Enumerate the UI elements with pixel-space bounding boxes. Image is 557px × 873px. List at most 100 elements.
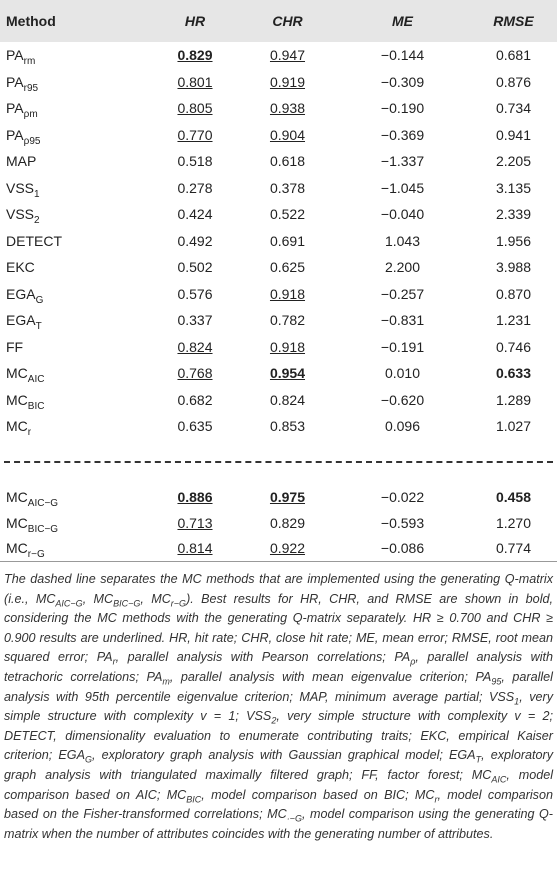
value-cell: −0.190 xyxy=(335,95,470,122)
table-row: EGAT 0.337 0.782 −0.831 1.231 xyxy=(0,307,557,334)
value-cell: 0.522 xyxy=(240,201,335,228)
cell-value: −0.086 xyxy=(380,540,425,557)
table-row: VSS2 0.424 0.522 −0.040 2.339 xyxy=(0,201,557,228)
value-cell: 0.947 xyxy=(240,42,335,69)
method-subscript: AIC−G xyxy=(27,497,59,509)
value-cell: −0.257 xyxy=(335,281,470,308)
cell-value: 0.625 xyxy=(269,259,306,276)
cell-value: 0.814 xyxy=(177,540,213,557)
cell-value: −0.831 xyxy=(380,312,425,329)
value-cell: −0.191 xyxy=(335,334,470,361)
column-header: ME xyxy=(392,13,413,29)
value-cell: 0.824 xyxy=(150,334,240,361)
method-name: EGA xyxy=(6,312,36,329)
table-row: MCAIC 0.768 0.954 0.010 0.633 xyxy=(0,360,557,387)
cell-value: 0.853 xyxy=(269,418,306,435)
column-header: HR xyxy=(184,13,206,29)
cell-value: 0.782 xyxy=(269,312,306,329)
value-cell: 2.200 xyxy=(335,254,470,281)
cell-value: 0.576 xyxy=(177,285,213,302)
value-cell: 1.270 xyxy=(470,510,557,536)
value-cell: 0.502 xyxy=(150,254,240,281)
cell-value: −0.022 xyxy=(380,488,425,505)
table-body: PArm 0.829 0.947 −0.144 0.681 PAr95 0.801 0.919… xyxy=(0,42,557,484)
method-name: PA xyxy=(6,100,24,117)
method-name: MC xyxy=(6,514,28,531)
value-cell: 0.918 xyxy=(240,334,335,361)
footnote-subscript: r−G xyxy=(170,598,187,609)
table-row: MCBIC 0.682 0.824 −0.620 1.289 xyxy=(0,387,557,414)
table-row: DETECT 0.492 0.691 1.043 1.956 xyxy=(0,228,557,255)
footnote-text: , very simple structure with complexity … xyxy=(4,689,553,724)
table-row: PArm 0.829 0.947 −0.144 0.681 xyxy=(0,42,557,69)
cell-value: −0.593 xyxy=(380,514,425,531)
value-cell: 0.096 xyxy=(335,413,470,440)
cell-value: 0.904 xyxy=(269,126,306,143)
table-row: PAr95 0.801 0.919 −0.309 0.876 xyxy=(0,69,557,96)
method-subscript: T xyxy=(35,321,42,333)
cell-value: 3.135 xyxy=(495,179,532,196)
cell-value: 1.027 xyxy=(495,418,532,435)
table-row: PAρm 0.805 0.938 −0.190 0.734 xyxy=(0,95,557,122)
value-cell: −0.593 xyxy=(335,510,470,536)
value-cell: 0.713 xyxy=(150,510,240,536)
method-cell: PAr95 xyxy=(0,69,150,96)
cell-value: 0.876 xyxy=(495,73,532,90)
cell-value: −0.309 xyxy=(380,73,425,90)
value-cell: 0.975 xyxy=(240,484,335,510)
cell-value: 0.770 xyxy=(177,126,213,143)
value-cell: 0.938 xyxy=(240,95,335,122)
value-cell: 0.770 xyxy=(150,122,240,149)
cell-value: 0.633 xyxy=(495,365,532,382)
footnote-text: , parallel analysis with tetrachoric cor… xyxy=(4,650,553,684)
value-cell: 0.278 xyxy=(150,175,240,202)
table-header: Method HR CHR ME RMSE xyxy=(0,0,557,42)
method-name: MC xyxy=(6,418,28,435)
footnote-text: , exploratory graph analysis with Gaussi… xyxy=(92,748,476,763)
table-row: MCr 0.635 0.853 0.096 1.027 xyxy=(0,413,557,440)
dashed-line xyxy=(4,460,553,463)
value-cell: 0.768 xyxy=(150,360,240,387)
table-row: EGAG 0.576 0.918 −0.257 0.870 xyxy=(0,281,557,308)
value-cell: 0.876 xyxy=(470,69,557,96)
value-cell: 0.337 xyxy=(150,307,240,334)
footnote-subscript: G xyxy=(85,754,93,765)
method-name: EGA xyxy=(6,285,36,302)
results-table: Method HR CHR ME RMSE PArm 0.829 0.947 −0.144 0.… xyxy=(0,0,557,562)
value-cell: 1.289 xyxy=(470,387,557,414)
value-cell: −0.144 xyxy=(335,42,470,69)
cell-value: 1.043 xyxy=(384,232,421,249)
value-cell: 0.814 xyxy=(150,536,240,562)
value-cell: 0.918 xyxy=(240,281,335,308)
footnote-subscript: r xyxy=(434,794,438,805)
method-subscript: ρm xyxy=(23,109,38,121)
method-subscript: r−G xyxy=(27,549,45,561)
cell-value: 0.681 xyxy=(495,47,532,64)
column-header: Method xyxy=(6,13,56,29)
cell-value: 0.522 xyxy=(269,206,306,223)
value-cell: 3.988 xyxy=(470,254,557,281)
cell-value: 0.918 xyxy=(269,285,306,302)
value-cell: 0.954 xyxy=(240,360,335,387)
value-cell: −0.040 xyxy=(335,201,470,228)
footnote-text: The dashed line separates the MC methods… xyxy=(4,572,553,606)
value-cell: 0.378 xyxy=(240,175,335,202)
method-subscript: ρ95 xyxy=(23,135,41,147)
cell-value: 0.096 xyxy=(384,418,421,435)
cell-value: −0.190 xyxy=(380,100,425,117)
footnote-subscript: ρ xyxy=(410,656,416,667)
cell-value: −0.257 xyxy=(380,285,425,302)
cell-value: 0.010 xyxy=(384,365,421,382)
cell-value: 0.824 xyxy=(177,338,213,355)
method-cell: FF xyxy=(0,334,150,361)
cell-value: 1.289 xyxy=(495,391,532,408)
value-cell: 1.231 xyxy=(470,307,557,334)
method-name: DETECT xyxy=(6,232,62,249)
table-row: MCr−G 0.814 0.922 −0.086 0.774 xyxy=(0,536,557,562)
cell-value: 0.458 xyxy=(495,488,532,505)
method-subscript: r95 xyxy=(23,82,39,94)
footnote-text: , MC xyxy=(82,591,114,606)
method-cell: EGAG xyxy=(0,281,150,308)
cell-value: 1.231 xyxy=(495,312,532,329)
footnote-text: , model comparison based on BIC; MC xyxy=(201,787,435,802)
